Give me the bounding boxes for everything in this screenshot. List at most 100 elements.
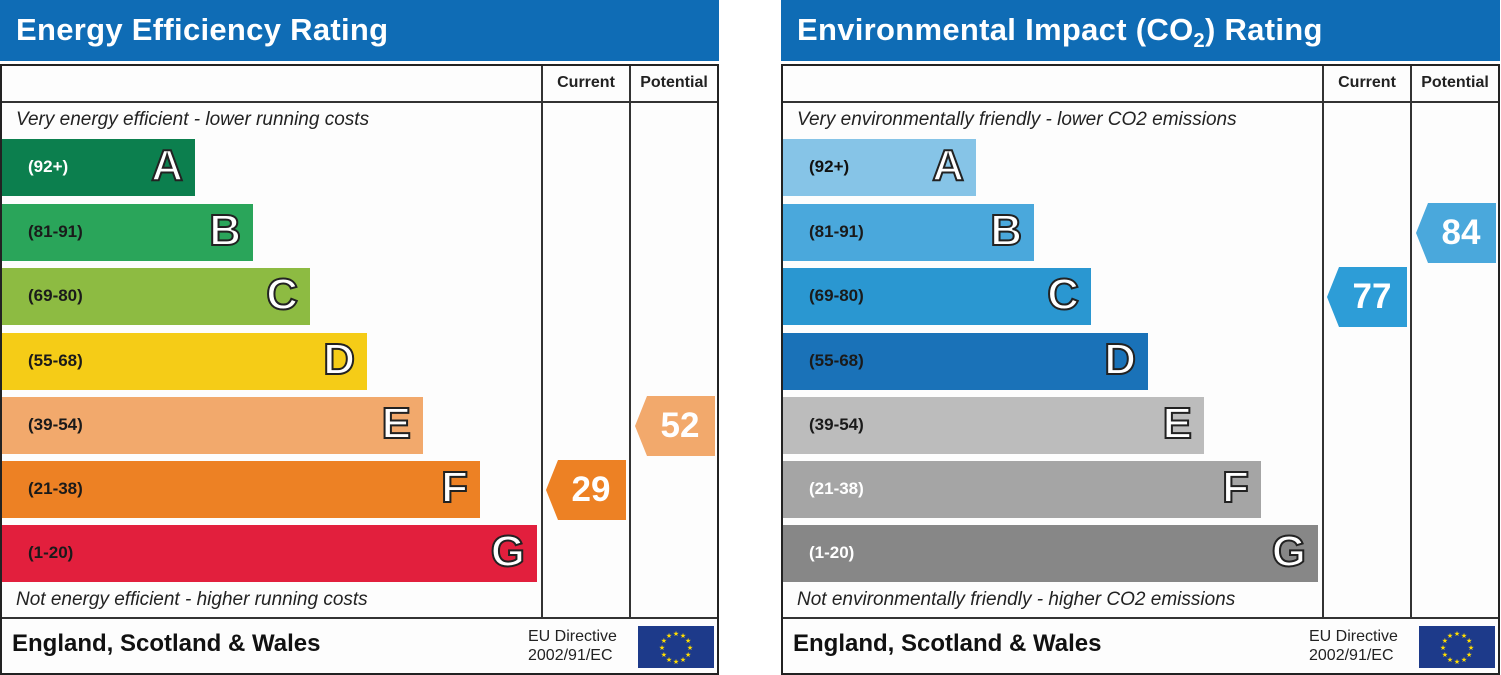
band-range: (69-80) bbox=[28, 286, 83, 305]
band-letter: B bbox=[208, 205, 242, 256]
eu-directive: EU Directive 2002/91/EC bbox=[528, 627, 617, 665]
band-letter: D bbox=[322, 334, 356, 385]
column-header-potential: Potential bbox=[640, 74, 708, 91]
eu-flag-icon: ★ ★★★★★★★★★★★ bbox=[1419, 626, 1495, 668]
column-header-current: Current bbox=[1338, 74, 1396, 91]
band-f: (21-38) F bbox=[2, 461, 480, 518]
svg-text:★: ★ bbox=[1466, 651, 1472, 659]
svg-text:★: ★ bbox=[673, 658, 679, 666]
band-range: (92+) bbox=[28, 157, 69, 176]
column-header-potential: Potential bbox=[1421, 74, 1489, 91]
svg-text:★: ★ bbox=[666, 656, 672, 664]
current-rating-arrow: 29 bbox=[546, 460, 626, 520]
band-g: (1-20) G bbox=[2, 525, 537, 582]
svg-text:★: ★ bbox=[673, 630, 679, 638]
band-range: (81-91) bbox=[28, 222, 83, 241]
top-note: Very environmentally friendly - lower CO… bbox=[797, 109, 1237, 130]
band-letter: G bbox=[490, 526, 526, 577]
band-range: (81-91) bbox=[809, 222, 864, 241]
current-rating-arrow: 77 bbox=[1327, 267, 1407, 327]
svg-text:★: ★ bbox=[1454, 630, 1460, 638]
title-text: Environmental Impact (CO bbox=[797, 12, 1194, 47]
eu-directive-line2: 2002/91/EC bbox=[1309, 647, 1394, 664]
band-range: (69-80) bbox=[809, 286, 864, 305]
svg-text:★: ★ bbox=[1461, 656, 1467, 664]
divider bbox=[783, 101, 1498, 103]
band-letter: C bbox=[1046, 269, 1080, 320]
band-letter: G bbox=[1271, 526, 1307, 577]
band-letter: D bbox=[1103, 334, 1137, 385]
band-b: (81-91) B bbox=[783, 204, 1034, 261]
divider bbox=[1410, 66, 1412, 619]
potential-rating-arrow: 52 bbox=[635, 396, 715, 456]
band-range: (39-54) bbox=[28, 415, 83, 434]
band-a: (92+) A bbox=[2, 139, 195, 196]
band-letter: A bbox=[150, 140, 184, 191]
band-range: (1-20) bbox=[809, 543, 855, 562]
environmental-impact-panel: Environmental Impact (CO2) Rating Current… bbox=[781, 0, 1501, 675]
bottom-note: Not environmentally friendly - higher CO… bbox=[797, 589, 1236, 610]
divider bbox=[541, 66, 543, 619]
band-range: (39-54) bbox=[809, 415, 864, 434]
band-e: (39-54) E bbox=[2, 397, 423, 454]
svg-text:★: ★ bbox=[1442, 651, 1448, 659]
band-letter: E bbox=[381, 398, 412, 449]
svg-text:★: ★ bbox=[1466, 637, 1472, 645]
title-text: Energy Efficiency Rating bbox=[16, 12, 389, 47]
band-range: (21-38) bbox=[809, 479, 864, 498]
svg-text:★: ★ bbox=[680, 656, 686, 664]
eu-directive: EU Directive 2002/91/EC bbox=[1309, 627, 1398, 665]
band-d: (55-68) D bbox=[783, 333, 1148, 390]
footer-country: England, Scotland & Wales bbox=[12, 630, 321, 657]
band-letter: B bbox=[989, 205, 1023, 256]
svg-text:★: ★ bbox=[1447, 656, 1453, 664]
bottom-note: Not energy efficient - higher running co… bbox=[16, 589, 368, 610]
eu-directive-line2: 2002/91/EC bbox=[528, 647, 613, 664]
svg-text:★: ★ bbox=[661, 637, 667, 645]
band-f: (21-38) F bbox=[783, 461, 1261, 518]
band-letter: F bbox=[1221, 462, 1250, 513]
divider bbox=[1322, 66, 1324, 619]
band-range: (21-38) bbox=[28, 479, 83, 498]
svg-text:★: ★ bbox=[1440, 644, 1446, 652]
footer-country: England, Scotland & Wales bbox=[793, 630, 1102, 657]
rating-table: Current Potential Very environmentally fri… bbox=[781, 64, 1500, 675]
band-letter: A bbox=[931, 140, 965, 191]
eu-directive-line1: EU Directive bbox=[528, 628, 617, 645]
top-note: Very energy efficient - lower running co… bbox=[16, 109, 370, 130]
svg-text:★: ★ bbox=[666, 632, 672, 640]
column-header-current: Current bbox=[557, 74, 615, 91]
band-range: (92+) bbox=[809, 157, 850, 176]
band-letter: C bbox=[265, 269, 299, 320]
band-c: (69-80) C bbox=[2, 268, 310, 325]
potential-rating-arrow: 84 bbox=[1416, 203, 1496, 263]
band-e: (39-54) E bbox=[783, 397, 1204, 454]
band-range: (1-20) bbox=[28, 543, 74, 562]
svg-text:★: ★ bbox=[661, 651, 667, 659]
svg-text:★: ★ bbox=[1454, 658, 1460, 666]
svg-text:★: ★ bbox=[685, 651, 691, 659]
divider bbox=[2, 101, 717, 103]
eu-directive-line1: EU Directive bbox=[1309, 628, 1398, 645]
divider bbox=[629, 66, 631, 619]
band-g: (1-20) G bbox=[783, 525, 1318, 582]
band-c: (69-80) C bbox=[783, 268, 1091, 325]
band-a: (92+) A bbox=[783, 139, 976, 196]
band-range: (55-68) bbox=[28, 351, 83, 370]
rating-table: Current Potential Very energy efficient - … bbox=[0, 64, 719, 675]
energy-efficiency-panel: Energy Efficiency Rating Current Potential… bbox=[0, 0, 720, 675]
chart-title: Environmental Impact (CO2) Rating bbox=[781, 0, 1500, 61]
band-letter: F bbox=[440, 462, 469, 513]
divider bbox=[783, 617, 1498, 619]
svg-text:★: ★ bbox=[687, 644, 693, 652]
band-d: (55-68) D bbox=[2, 333, 367, 390]
svg-text:★: ★ bbox=[1468, 644, 1474, 652]
svg-text:★: ★ bbox=[685, 637, 691, 645]
chart-title: Energy Efficiency Rating bbox=[0, 0, 719, 61]
svg-text:★: ★ bbox=[1447, 632, 1453, 640]
title-end: ) Rating bbox=[1204, 12, 1323, 47]
band-range: (55-68) bbox=[809, 351, 864, 370]
title-subscript: 2 bbox=[1193, 30, 1205, 53]
svg-text:★: ★ bbox=[1461, 632, 1467, 640]
eu-flag-icon: ★ ★★★★★★★★★★★ bbox=[638, 626, 714, 668]
